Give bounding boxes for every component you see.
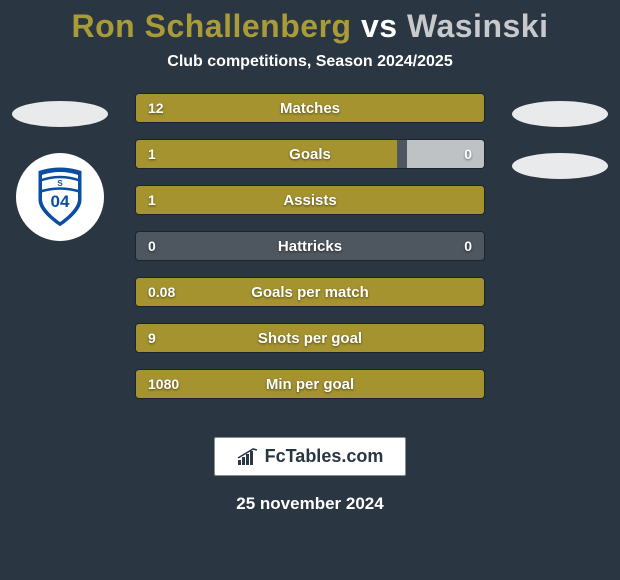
stat-value-left: 1 xyxy=(148,192,156,208)
stat-row: Goals1 0 xyxy=(135,139,485,169)
stat-value-right: 0 xyxy=(464,146,472,162)
player1-club-badge: S 04 xyxy=(16,153,104,241)
stat-row: Matches12 xyxy=(135,93,485,123)
player2-club-placeholder xyxy=(512,153,608,179)
container: Ron Schallenberg vs Wasinski Club compet… xyxy=(0,0,620,580)
stat-label: Hattricks xyxy=(136,238,484,255)
vs-text: vs xyxy=(361,8,398,44)
stat-value-left: 12 xyxy=(148,100,164,116)
svg-text:04: 04 xyxy=(51,192,70,211)
stat-value-left: 1080 xyxy=(148,376,179,392)
player1-side: S 04 xyxy=(0,93,120,413)
player2-side xyxy=(500,93,620,413)
stat-label: Matches xyxy=(136,100,484,117)
stat-label: Shots per goal xyxy=(136,330,484,347)
stat-value-left: 1 xyxy=(148,146,156,162)
page-title: Ron Schallenberg vs Wasinski xyxy=(72,8,549,45)
stat-label: Min per goal xyxy=(136,376,484,393)
stat-value-left: 0 xyxy=(148,238,156,254)
brand-text: FcTables.com xyxy=(265,446,384,467)
brand-card: FcTables.com xyxy=(214,437,407,476)
stat-row: Goals per match0.08 xyxy=(135,277,485,307)
svg-text:S: S xyxy=(57,179,63,188)
stat-value-right: 0 xyxy=(464,238,472,254)
stat-row: Assists1 xyxy=(135,185,485,215)
player1-photo-placeholder xyxy=(12,101,108,127)
fctables-logo-icon xyxy=(237,448,259,466)
subtitle: Club competitions, Season 2024/2025 xyxy=(167,53,452,71)
player2-name: Wasinski xyxy=(407,8,549,44)
player1-name: Ron Schallenberg xyxy=(72,8,352,44)
stat-label: Goals per match xyxy=(136,284,484,301)
stat-value-left: 0.08 xyxy=(148,284,175,300)
stat-row: Shots per goal9 xyxy=(135,323,485,353)
stat-value-left: 9 xyxy=(148,330,156,346)
stat-row: Hattricks0 0 xyxy=(135,231,485,261)
stat-label: Assists xyxy=(136,192,484,209)
player2-photo-placeholder xyxy=(512,101,608,127)
stat-bars: Matches12Goals10Assists1Hattricks00Goals… xyxy=(135,93,485,399)
stats-arena: S 04 Matches12Goals10Assists1Hattricks00… xyxy=(0,93,620,413)
stat-row: Min per goal1080 xyxy=(135,369,485,399)
schalke-shield-icon: S 04 xyxy=(29,164,91,230)
stat-label: Goals xyxy=(136,146,484,163)
date-text: 25 november 2024 xyxy=(236,494,383,514)
